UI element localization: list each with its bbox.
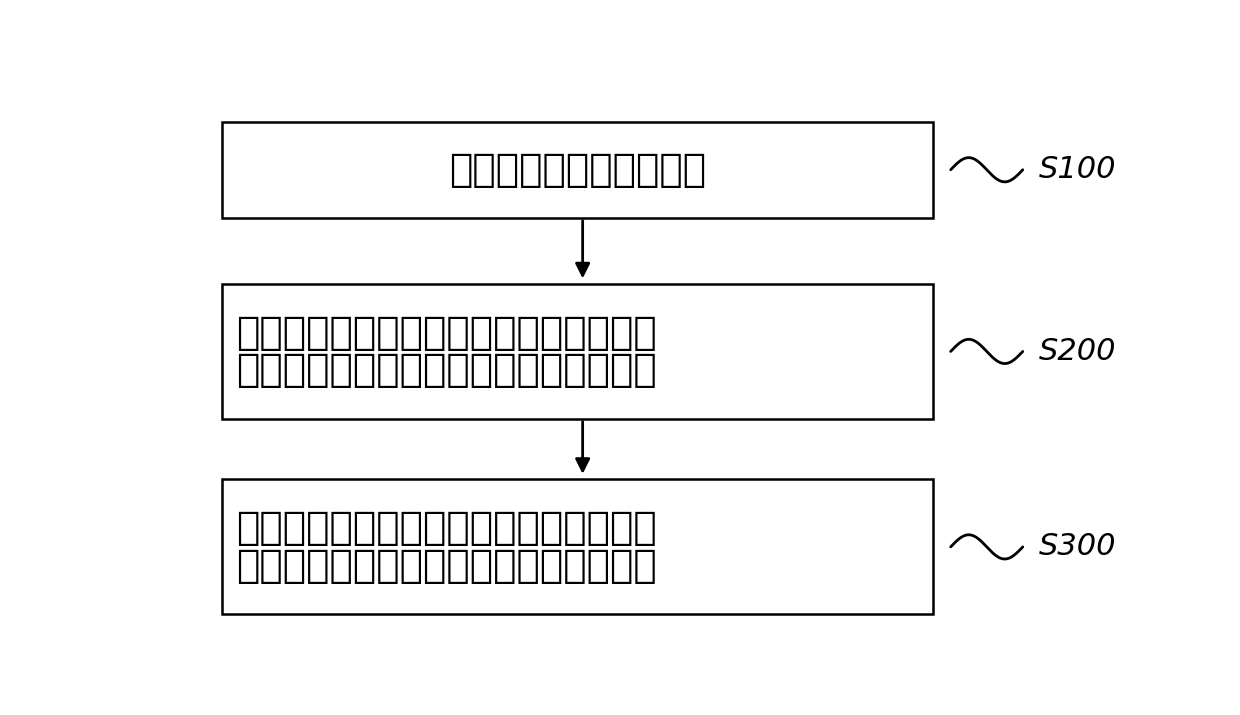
Text: 模式状态；模式参数和模式状态一一对应: 模式状态；模式参数和模式状态一一对应: [237, 547, 657, 585]
Text: S200: S200: [1039, 337, 1116, 366]
Text: 在手操器的显示界面显示模式参数对应的: 在手操器的显示界面显示模式参数对应的: [237, 509, 657, 547]
Text: 设模式对应关系，得到空调组的模式参数: 设模式对应关系，得到空调组的模式参数: [237, 351, 657, 390]
Text: 获取空调机组的特性参数: 获取空调机组的特性参数: [449, 151, 707, 189]
Text: S100: S100: [1039, 155, 1116, 184]
FancyBboxPatch shape: [222, 284, 934, 419]
Text: S300: S300: [1039, 533, 1116, 561]
FancyBboxPatch shape: [222, 480, 934, 614]
FancyBboxPatch shape: [222, 122, 934, 218]
Text: 根据特性参数查询手操器中预先存储的预: 根据特性参数查询手操器中预先存储的预: [237, 314, 657, 352]
